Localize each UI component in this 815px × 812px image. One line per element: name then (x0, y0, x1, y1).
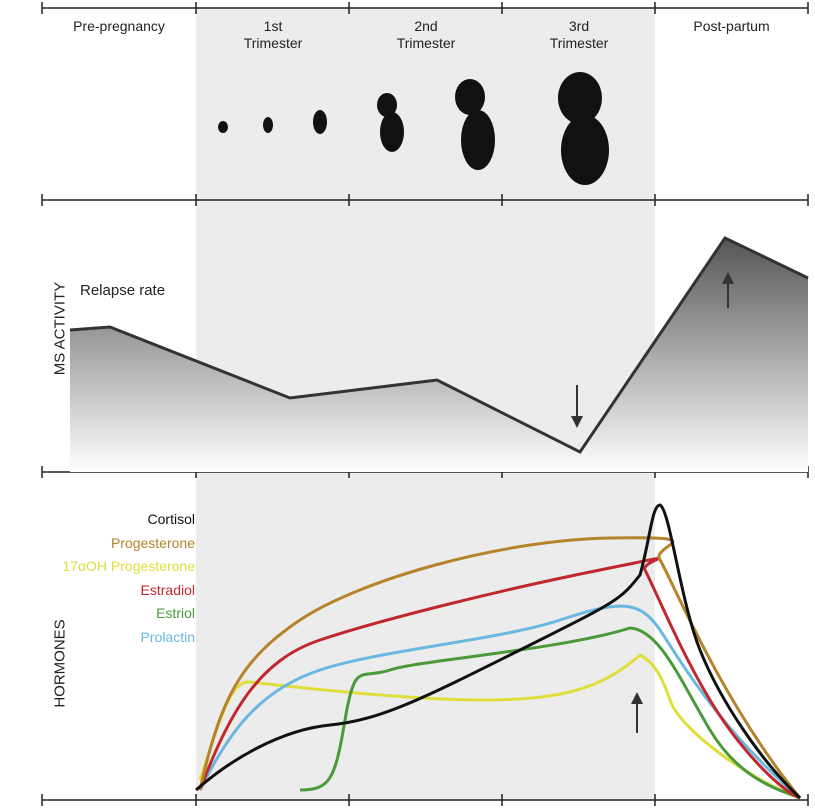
column-label: Pre-pregnancy (42, 18, 196, 35)
legend-entry: Progesterone (111, 535, 195, 551)
legend-entry: Prolactin (141, 629, 195, 645)
axis-label: MS ACTIVITY (52, 229, 69, 429)
page: Pre-pregnancy 1st Trimester 2nd Trimeste… (0, 0, 815, 812)
column-label: Post-partum (655, 18, 808, 35)
legend-entry: Estriol (156, 605, 195, 621)
legend-entry: Estradiol (141, 582, 195, 598)
legend-entry: Cortisol (148, 511, 195, 527)
axis-label: HORMONES (52, 564, 69, 764)
column-label: 3rd Trimester (542, 18, 616, 52)
column-label: 2nd Trimester (389, 18, 463, 52)
column-label: 1st Trimester (236, 18, 310, 52)
series-label: Relapse rate (80, 282, 165, 299)
legend-entry: 17αOH Progesterone (62, 558, 195, 574)
diagram (0, 0, 815, 812)
